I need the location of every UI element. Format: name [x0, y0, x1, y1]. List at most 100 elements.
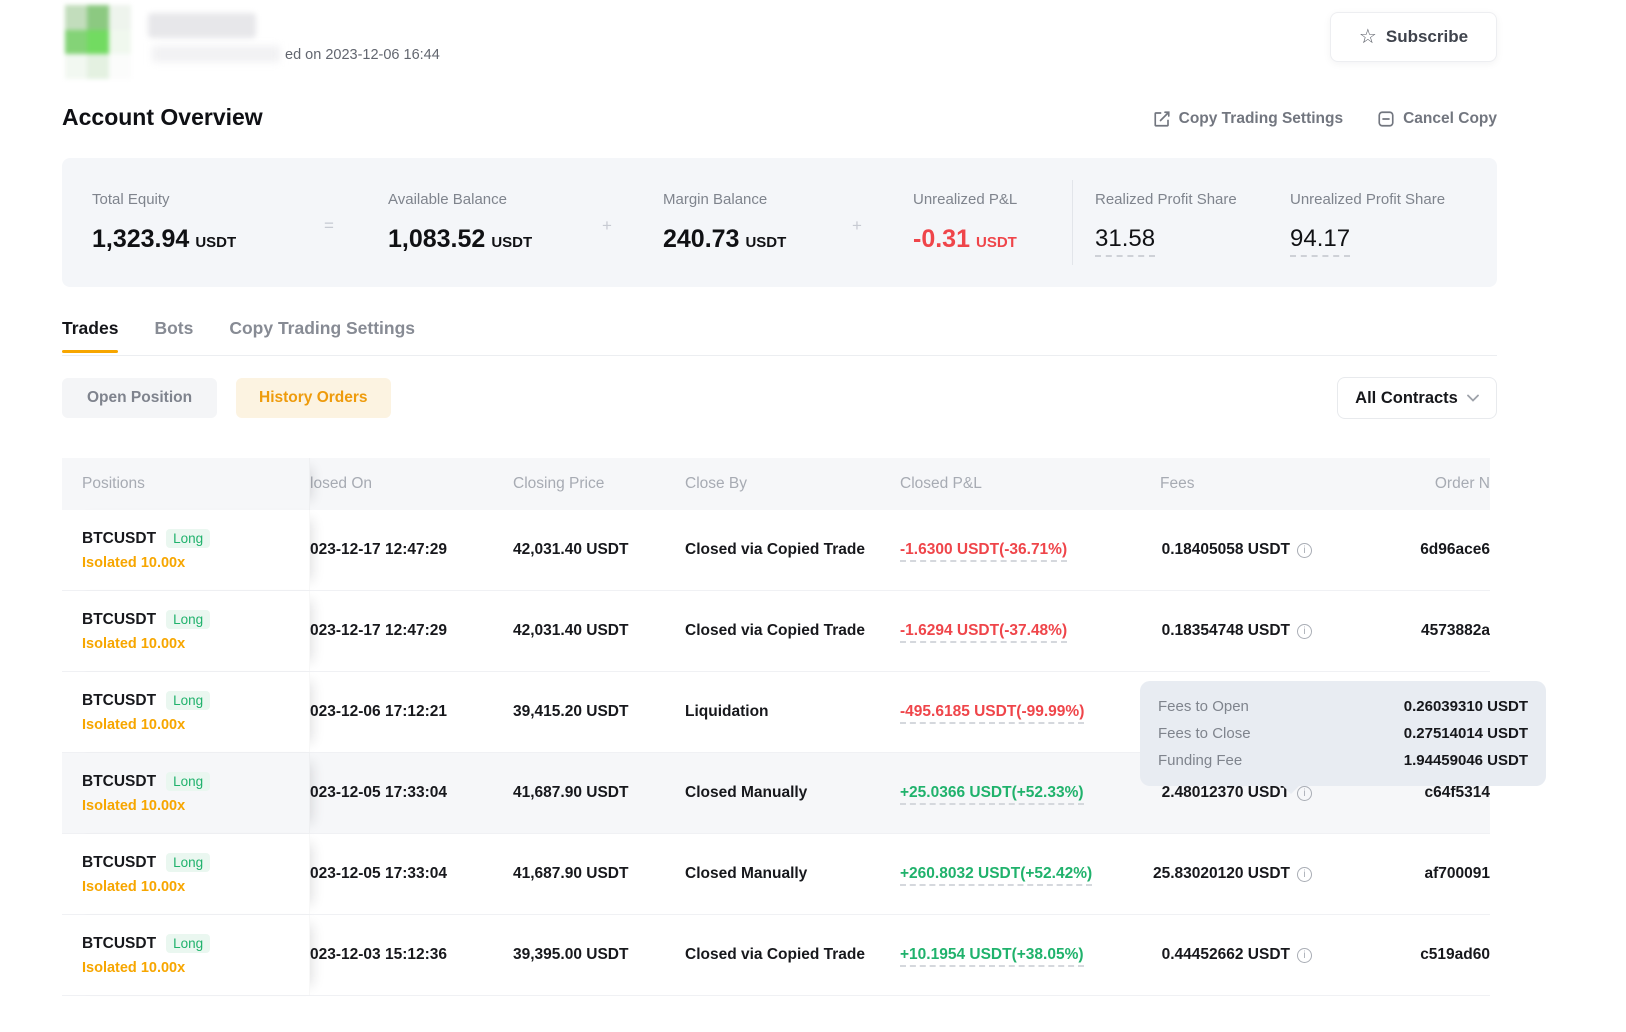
- fees-value: 2.48012370 USDT: [1161, 784, 1290, 801]
- copy-trading-settings-label: Copy Trading Settings: [1178, 110, 1344, 127]
- closed-on: 023-12-03 15:12:36: [310, 946, 448, 963]
- tab-bots[interactable]: Bots: [154, 318, 194, 338]
- order-no: c64f5314: [1424, 784, 1490, 801]
- close-by: Closed Manually: [685, 784, 808, 801]
- fees-value: 0.44452662 USDT: [1161, 946, 1290, 963]
- margin-mode: Isolated 10.00x: [82, 879, 186, 895]
- symbol: BTCUSDT: [82, 935, 157, 952]
- stat-unrealized-profit-share: Unrealized Profit Share 94.17: [1290, 191, 1445, 257]
- closed-pnl: +260.8032 USDT(+52.42%): [900, 865, 1093, 886]
- closing-price: 39,395.00 USDT: [513, 946, 629, 963]
- table-header-row: Positions losed On Closing Price Close B…: [62, 458, 1490, 510]
- closing-price: 39,415.20 USDT: [513, 703, 629, 720]
- closed-on: 023-12-06 17:12:21: [310, 703, 448, 720]
- funding-fee-value: 1.94459046 USDT: [1403, 752, 1528, 769]
- info-icon[interactable]: i: [1297, 623, 1312, 639]
- symbol: BTCUSDT: [82, 530, 157, 547]
- closed-on: 023-12-17 12:47:29: [310, 541, 448, 558]
- table-row[interactable]: BTCUSDT Long Isolated 10.00x 023-12-17 12…: [62, 510, 1490, 591]
- funding-fee-label: Funding Fee: [1158, 752, 1243, 769]
- star-icon: ☆: [1358, 25, 1377, 48]
- close-by: Closed Manually: [685, 865, 808, 882]
- overview-actions: Copy Trading Settings Cancel Copy: [1153, 110, 1497, 128]
- plus-operator: +: [852, 216, 862, 235]
- fees-breakdown-tooltip: Fees to Open 0.26039310 USDT Fees to Clo…: [1140, 681, 1546, 794]
- page-title: Account Overview: [62, 104, 263, 130]
- side-badge: Long: [166, 529, 211, 548]
- info-icon[interactable]: i: [1297, 866, 1312, 882]
- open-position-button[interactable]: Open Position: [62, 378, 218, 418]
- table-row[interactable]: BTCUSDT Long Isolated 10.00x 023-12-03 15…: [62, 915, 1490, 996]
- symbol: BTCUSDT: [82, 854, 157, 871]
- table-row[interactable]: BTCUSDT Long Isolated 10.00x 023-12-17 12…: [62, 591, 1490, 672]
- stat-unrealized-pnl: Unrealized P&L -0.31 USDT: [913, 191, 1018, 253]
- close-by: Liquidation: [685, 703, 769, 720]
- side-badge: Long: [166, 934, 211, 953]
- margin-mode: Isolated 10.00x: [82, 798, 186, 814]
- account-stats-panel: Total Equity 1,323.94 USDT = Available Ba…: [62, 158, 1497, 287]
- closed-pnl: +10.1954 USDT(+38.05%): [900, 946, 1084, 967]
- all-contracts-dropdown[interactable]: All Contracts: [1337, 377, 1497, 419]
- main-tabs: Trades Bots Copy Trading Settings: [62, 318, 415, 353]
- margin-mode: Isolated 10.00x: [82, 717, 186, 733]
- minus-square-icon: [1378, 111, 1394, 127]
- table-row[interactable]: BTCUSDT Long Isolated 10.00x 023-12-05 17…: [62, 834, 1490, 915]
- tab-trades[interactable]: Trades: [62, 318, 119, 353]
- side-badge: Long: [166, 853, 211, 872]
- cancel-copy-link[interactable]: Cancel Copy: [1377, 110, 1497, 128]
- margin-mode: Isolated 10.00x: [82, 555, 186, 571]
- order-no: c519ad60: [1420, 946, 1490, 963]
- fees-to-close-label: Fees to Close: [1158, 725, 1251, 742]
- trader-subtext-blurred: [152, 46, 280, 62]
- margin-mode: Isolated 10.00x: [82, 960, 186, 976]
- close-by: Closed via Copied Trade: [685, 946, 866, 963]
- side-badge: Long: [166, 610, 211, 629]
- subscribe-label: Subscribe: [1385, 27, 1469, 46]
- symbol: BTCUSDT: [82, 692, 157, 709]
- order-no: 4573882a: [1421, 622, 1490, 639]
- tab-copy-trading-settings[interactable]: Copy Trading Settings: [229, 318, 416, 338]
- close-by: Closed via Copied Trade: [685, 622, 866, 639]
- closed-on: 023-12-05 17:33:04: [310, 865, 448, 882]
- order-no: 6d96ace6: [1420, 541, 1490, 558]
- closing-price: 42,031.40 USDT: [513, 541, 629, 558]
- info-icon[interactable]: i: [1297, 947, 1312, 963]
- closed-pnl: -495.6185 USDT(-99.99%): [900, 703, 1085, 724]
- fees-value: 25.83020120 USDT: [1152, 865, 1290, 882]
- close-by: Closed via Copied Trade: [685, 541, 866, 558]
- order-no: af700091: [1424, 865, 1490, 882]
- plus-operator: +: [602, 216, 612, 235]
- closed-on: 023-12-05 17:33:04: [310, 784, 448, 801]
- side-badge: Long: [166, 691, 211, 710]
- fees-value: 0.18405058 USDT: [1161, 541, 1290, 558]
- closed-pnl: -1.6294 USDT(-37.48%): [900, 622, 1068, 643]
- margin-mode: Isolated 10.00x: [82, 636, 186, 652]
- stat-total-equity: Total Equity 1,323.94 USDT: [92, 191, 237, 253]
- fees-to-open-value: 0.26039310 USDT: [1403, 698, 1528, 715]
- cancel-copy-label: Cancel Copy: [1403, 110, 1497, 127]
- chevron-down-icon: [1466, 394, 1479, 402]
- closing-price: 41,687.90 USDT: [513, 865, 629, 882]
- closed-on: 023-12-17 12:47:29: [310, 622, 448, 639]
- equals-operator: =: [324, 216, 334, 235]
- fees-to-open-label: Fees to Open: [1158, 698, 1249, 715]
- tabs-divider: [62, 355, 1497, 356]
- subscribe-button[interactable]: ☆ Subscribe: [1330, 12, 1497, 62]
- all-contracts-label: All Contracts: [1355, 388, 1458, 407]
- closing-price: 41,687.90 USDT: [513, 784, 629, 801]
- copy-trading-settings-link[interactable]: Copy Trading Settings: [1153, 110, 1343, 128]
- closing-price: 42,031.40 USDT: [513, 622, 629, 639]
- symbol: BTCUSDT: [82, 773, 157, 790]
- avatar: [65, 5, 131, 79]
- symbol: BTCUSDT: [82, 611, 157, 628]
- stat-margin-balance: Margin Balance 240.73 USDT: [663, 191, 787, 253]
- info-icon[interactable]: i: [1297, 542, 1312, 558]
- copied-on-text: ed on 2023-12-06 16:44: [285, 47, 440, 63]
- table-row[interactable]: BTCUSDT Long Isolated 10.00x 023-12-05 17…: [62, 753, 1490, 834]
- trader-name-blurred: [148, 13, 256, 38]
- history-orders-button[interactable]: History Orders: [236, 378, 391, 418]
- side-badge: Long: [166, 772, 211, 791]
- history-orders-table: Positions losed On Closing Price Close B…: [62, 458, 1490, 1032]
- stat-available-balance: Available Balance 1,083.52 USDT: [388, 191, 533, 253]
